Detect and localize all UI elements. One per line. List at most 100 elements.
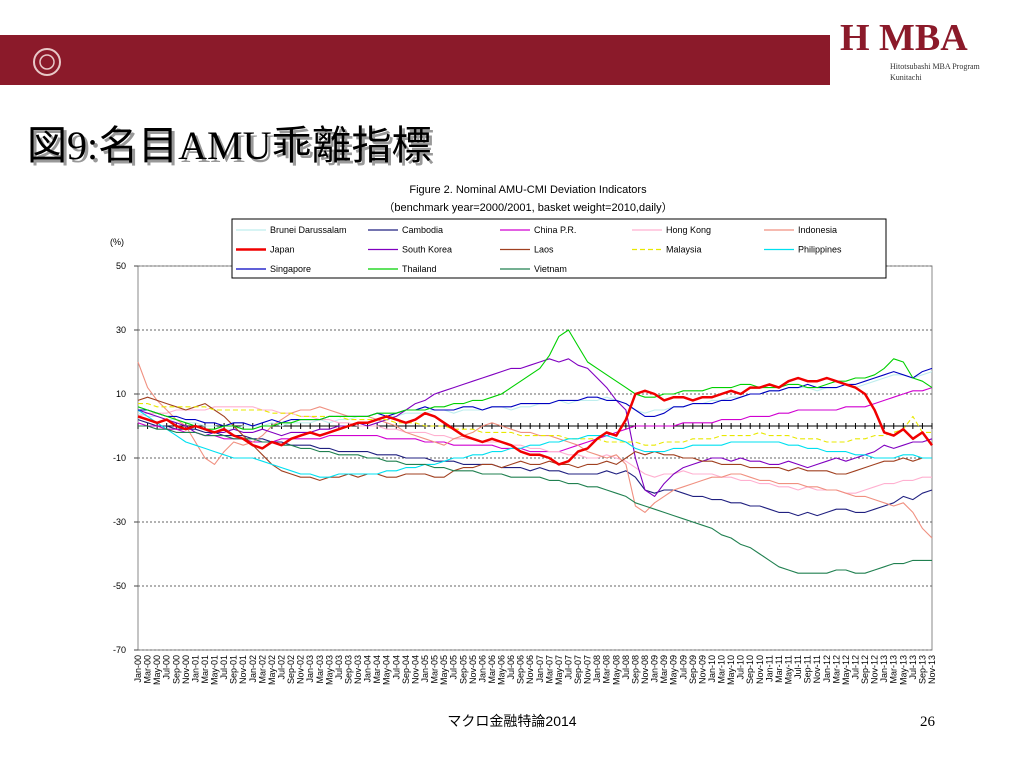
legend-label: Vietnam — [534, 264, 567, 274]
x-tick-label: Nov-10 — [755, 655, 765, 684]
x-tick-label: Sep-06 — [516, 655, 526, 684]
logo: H MBA — [840, 17, 968, 59]
x-tick-label: Jul-10 — [736, 655, 746, 680]
x-tick-label: Sep-00 — [171, 655, 181, 684]
x-tick-label: Jul-09 — [678, 655, 688, 680]
x-tick-label: Sep-12 — [860, 655, 870, 684]
x-tick-label: Jul-01 — [219, 655, 229, 680]
x-tick-label: May-11 — [784, 655, 794, 684]
x-tick-label: Sep-11 — [803, 655, 813, 683]
chart-title: Figure 2. Nominal AMU-CMI Deviation Indi… — [409, 184, 647, 196]
logo-area — [830, 10, 1024, 90]
x-tick-label: Jul-03 — [334, 655, 344, 680]
x-tick-label: Sep-03 — [343, 655, 353, 684]
x-tick-label: Jan-13 — [879, 655, 889, 683]
x-tick-label: May-10 — [726, 655, 736, 685]
x-tick-label: Jul-00 — [162, 655, 172, 680]
x-tick-label: Jul-12 — [850, 655, 860, 680]
x-tick-label: Mar-01 — [200, 655, 210, 684]
x-tick-label: Mar-12 — [831, 655, 841, 684]
x-tick-label: Sep-09 — [688, 655, 698, 684]
x-tick-label: Mar-07 — [544, 655, 554, 684]
series-line — [138, 367, 933, 427]
chart-subtitle: （benchmark year=2000/2001, basket weight… — [383, 201, 672, 214]
y-tick-label: 30 — [116, 325, 126, 335]
x-tick-label: Sep-05 — [458, 655, 468, 684]
x-tick-label: Mar-08 — [602, 655, 612, 684]
x-tick-label: May-08 — [611, 655, 621, 685]
x-tick-label: Jan-04 — [363, 655, 373, 683]
legend-box — [231, 218, 887, 279]
x-tick-label: May-00 — [152, 655, 162, 685]
x-tick-label: May-04 — [382, 655, 392, 685]
title-shadow: 図9:名目AMU乖離指標 — [30, 126, 434, 171]
x-tick-label: Nov-02 — [296, 655, 306, 684]
x-tick-label: Nov-07 — [583, 655, 593, 684]
x-tick-label: Nov-09 — [697, 655, 707, 684]
x-tick-label: Mar-05 — [430, 655, 440, 684]
y-tick-label: -70 — [113, 645, 126, 655]
series-line — [137, 406, 932, 494]
x-tick-label: Sep-04 — [401, 655, 411, 684]
x-tick-label: Jul-07 — [563, 655, 573, 680]
x-tick-label: Sep-08 — [630, 655, 640, 684]
x-tick-label: Jan-05 — [420, 655, 430, 683]
series-line — [137, 376, 934, 466]
footer-course: マクロ金融特論2014 — [447, 713, 576, 729]
x-tick-label: May-03 — [324, 655, 334, 685]
y-tick-label: -30 — [113, 517, 126, 527]
legend-label: Philippines — [798, 245, 842, 255]
x-tick-label: Sep-07 — [573, 655, 583, 684]
y-tick-label: 50 — [116, 261, 126, 271]
x-tick-label: Sep-02 — [286, 655, 296, 684]
series-line — [137, 409, 932, 478]
x-tick-label: Mar-13 — [889, 655, 899, 684]
x-tick-label: Jan-06 — [477, 655, 487, 683]
x-tick-label: Jan-09 — [650, 655, 660, 683]
x-tick-label: Jan-03 — [305, 655, 315, 683]
x-tick-label: Jul-11 — [793, 655, 803, 679]
x-tick-label: Jul-13 — [908, 655, 918, 680]
x-tick-label: Jan-01 — [190, 655, 200, 683]
x-tick-label: Sep-13 — [917, 655, 927, 684]
x-tick-label: Nov-05 — [468, 655, 478, 684]
legend-label: Indonesia — [798, 225, 837, 235]
legend-label: Cambodia — [402, 225, 443, 235]
series-line — [137, 358, 933, 497]
x-tick-label: Jan-11 — [764, 655, 774, 682]
campus: Kunitachi — [890, 73, 922, 82]
x-tick-label: May-06 — [497, 655, 507, 685]
x-tick-label: May-13 — [898, 655, 908, 685]
x-tick-label: Mar-00 — [143, 655, 153, 684]
x-tick-label: May-05 — [439, 655, 449, 685]
x-tick-label: Jul-08 — [621, 655, 631, 680]
x-tick-label: Jul-02 — [276, 655, 286, 680]
y-tick-label: -10 — [113, 453, 126, 463]
x-tick-label: Nov-11 — [812, 655, 822, 683]
x-tick-label: Sep-10 — [745, 655, 755, 684]
x-tick-label: May-02 — [267, 655, 277, 685]
x-tick-label: May-09 — [669, 655, 679, 685]
x-tick-label: Sep-01 — [229, 655, 239, 684]
x-tick-label: Jan-10 — [707, 655, 717, 683]
legend-label: Japan — [270, 245, 295, 255]
x-tick-label: Nov-06 — [525, 655, 535, 684]
x-tick-label: Jul-04 — [391, 655, 401, 680]
x-tick-label: Jan-00 — [133, 655, 143, 683]
series-line — [137, 396, 932, 481]
emblem-inner — [39, 54, 55, 70]
x-tick-label: May-01 — [210, 655, 220, 685]
legend-label: Laos — [534, 245, 554, 255]
x-tick-label: Nov-01 — [238, 655, 248, 684]
x-tick-label: Mar-04 — [372, 655, 382, 684]
x-tick-label: Jul-05 — [449, 655, 459, 680]
x-tick-label: Jan-07 — [535, 655, 545, 683]
x-tick-label: May-07 — [554, 655, 564, 685]
x-tick-label: Jan-08 — [592, 655, 602, 683]
x-tick-label: Mar-02 — [257, 655, 267, 684]
emblem — [33, 48, 61, 76]
legend-label: Singapore — [270, 264, 311, 274]
series-line — [138, 403, 932, 446]
series-line — [137, 329, 933, 430]
